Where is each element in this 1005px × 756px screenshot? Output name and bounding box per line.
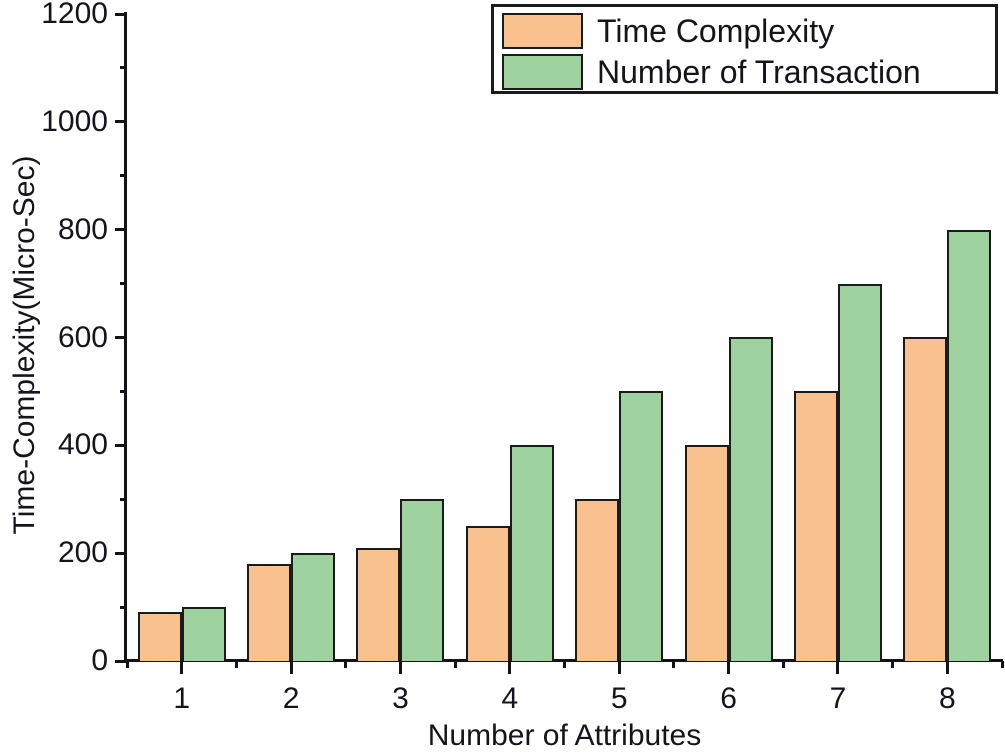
bar-time-complexity-2 <box>247 564 292 661</box>
y-minor-tick <box>120 605 127 609</box>
bar-time-complexity-6 <box>684 445 729 661</box>
x-minor-tick <box>891 661 895 668</box>
x-minor-tick <box>234 661 238 668</box>
x-axis-line <box>124 659 1003 662</box>
y-tick-label: 0 <box>91 644 108 677</box>
x-major-tick <box>727 661 731 674</box>
x-major-tick <box>945 661 949 674</box>
y-tick-label: 1000 <box>41 104 108 138</box>
y-minor-tick <box>120 389 127 393</box>
y-major-tick <box>115 443 127 447</box>
y-major-tick <box>115 659 127 663</box>
x-tick-label: 1 <box>173 682 191 715</box>
legend-label-time-complexity: Time Complexity <box>597 12 835 49</box>
x-minor-tick <box>453 661 457 668</box>
x-tick-label: 4 <box>501 682 519 715</box>
y-major-tick <box>115 551 127 555</box>
y-tick-label: 800 <box>57 212 108 246</box>
bar-time-complexity-7 <box>793 391 838 661</box>
x-major-tick <box>836 661 840 674</box>
x-minor-tick <box>672 661 676 668</box>
x-tick-label: 5 <box>610 682 628 715</box>
y-major-tick <box>115 12 127 16</box>
x-minor-tick <box>125 661 129 668</box>
y-tick-label: 1200 <box>41 0 108 30</box>
bar-time-complexity-5 <box>575 499 620 661</box>
x-major-tick <box>617 661 621 674</box>
bar-time-complexity-1 <box>137 612 182 661</box>
legend: Time Complexity Number of Transaction <box>491 4 998 94</box>
x-minor-tick <box>563 661 566 668</box>
y-minor-tick <box>120 282 127 286</box>
x-minor-tick <box>344 661 348 668</box>
y-major-tick <box>115 120 127 124</box>
bar-number-of-transaction-2 <box>291 553 336 661</box>
y-tick-label: 200 <box>57 536 108 570</box>
bar-number-of-transaction-4 <box>509 445 554 661</box>
x-tick-label: 6 <box>720 682 737 715</box>
x-axis-title: Number of Attributes <box>427 719 702 752</box>
x-tick-label: 8 <box>938 682 956 715</box>
x-major-tick <box>289 661 293 674</box>
x-major-tick <box>398 661 402 674</box>
x-major-tick <box>508 661 512 674</box>
bar-number-of-transaction-6 <box>728 337 773 661</box>
plot-area <box>127 14 1002 661</box>
bar-number-of-transaction-1 <box>181 607 226 661</box>
y-minor-tick <box>120 497 127 501</box>
y-tick-label: 600 <box>57 320 108 354</box>
x-major-tick <box>180 661 184 674</box>
legend-item-time-complexity: Time Complexity <box>502 10 995 51</box>
x-tick-label: 2 <box>282 682 300 715</box>
bar-time-complexity-8 <box>903 337 948 661</box>
x-tick-label: 7 <box>829 682 847 715</box>
bar-time-complexity-3 <box>356 548 401 661</box>
y-major-tick <box>115 336 127 339</box>
x-minor-tick <box>781 661 785 668</box>
y-minor-tick <box>120 174 127 178</box>
x-tick-label: 3 <box>392 682 409 715</box>
number-of-transaction-swatch <box>502 53 583 90</box>
bar-number-of-transaction-8 <box>947 230 992 661</box>
y-major-tick <box>115 228 127 232</box>
bar-number-of-transaction-3 <box>400 499 445 661</box>
bar-time-complexity-4 <box>465 526 510 661</box>
x-minor-tick <box>1000 661 1004 668</box>
y-tick-label: 400 <box>57 428 108 462</box>
bar-number-of-transaction-5 <box>619 391 664 661</box>
y-minor-tick <box>120 66 127 70</box>
time-complexity-swatch <box>502 12 583 49</box>
legend-item-number-of-transaction: Number of Transaction <box>502 51 995 92</box>
legend-label-number-of-transaction: Number of Transaction <box>597 53 921 90</box>
bar-number-of-transaction-7 <box>837 284 882 661</box>
